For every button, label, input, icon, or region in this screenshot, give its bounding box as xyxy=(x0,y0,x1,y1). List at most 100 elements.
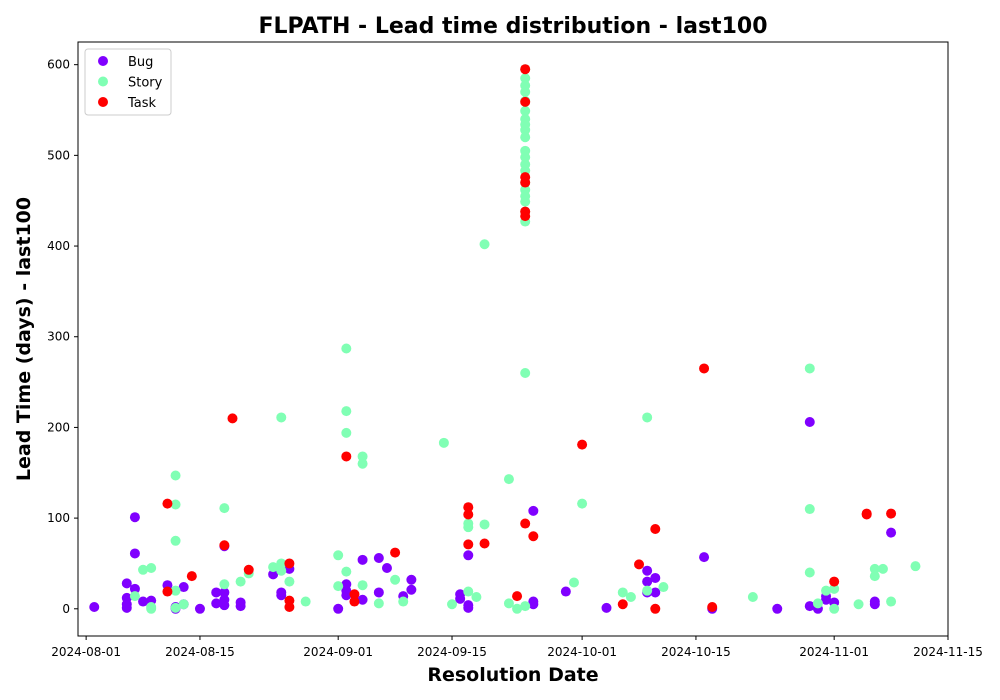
data-point-bug xyxy=(528,505,539,516)
data-point-bug xyxy=(211,598,222,609)
data-point-story xyxy=(170,602,181,613)
data-point-story xyxy=(276,412,287,423)
data-point-task xyxy=(886,508,897,519)
data-point-bug xyxy=(333,603,344,614)
data-point-bug xyxy=(699,552,710,563)
data-point-story xyxy=(438,437,449,448)
x-tick-label: 2024-08-01 xyxy=(51,645,121,659)
data-point-story xyxy=(471,592,482,602)
data-point-task xyxy=(463,502,474,513)
data-point-task xyxy=(341,451,352,462)
data-point-story xyxy=(341,406,352,417)
data-point-bug xyxy=(406,574,417,585)
x-tick-label: 2024-10-01 xyxy=(547,645,617,659)
data-point-story xyxy=(373,598,384,609)
data-point-story xyxy=(520,105,531,116)
legend-label-bug: Bug xyxy=(128,55,153,70)
data-point-story xyxy=(170,470,181,481)
data-point-story xyxy=(503,598,514,609)
data-point-bug xyxy=(268,569,279,580)
y-tick-label: 400 xyxy=(47,239,70,253)
data-point-task xyxy=(528,531,539,542)
data-point-task xyxy=(650,523,661,534)
data-point-bug xyxy=(357,554,368,565)
data-point-story xyxy=(512,603,523,614)
data-point-story xyxy=(886,596,897,607)
data-point-task xyxy=(162,498,173,509)
data-point-bug xyxy=(650,587,661,598)
data-point-bug xyxy=(821,594,832,605)
data-point-story xyxy=(341,343,352,354)
data-point-bug xyxy=(886,527,897,538)
data-point-bug xyxy=(406,584,417,595)
data-point-bug xyxy=(235,601,246,612)
data-point-bug xyxy=(642,565,653,576)
data-point-story xyxy=(821,585,832,596)
data-point-bug xyxy=(560,586,571,597)
data-point-bug xyxy=(455,593,466,604)
data-point-story xyxy=(333,550,344,561)
y-tick-label: 0 xyxy=(62,602,70,616)
data-point-bug xyxy=(138,596,149,607)
data-point-bug xyxy=(804,416,815,427)
data-point-bug xyxy=(129,583,140,594)
data-point-task xyxy=(512,591,523,602)
data-point-bug xyxy=(211,587,222,598)
data-point-story xyxy=(520,368,531,379)
data-point-bug xyxy=(772,603,783,614)
plot-area xyxy=(78,42,948,636)
data-point-story xyxy=(276,558,287,569)
data-point-task xyxy=(390,547,401,558)
data-point-story xyxy=(877,563,888,574)
data-point-bug xyxy=(194,603,205,614)
data-point-bug xyxy=(121,578,132,589)
data-point-story xyxy=(146,601,157,612)
data-point-story xyxy=(170,499,181,510)
data-point-story xyxy=(520,73,531,84)
data-point-bug xyxy=(219,594,230,605)
chart-title: FLPATH - Lead time distribution - last10… xyxy=(259,14,768,39)
data-point-story xyxy=(812,598,823,609)
data-point-story xyxy=(503,474,514,485)
data-point-story xyxy=(479,239,490,250)
data-point-bug xyxy=(869,599,880,610)
data-point-story xyxy=(357,458,368,469)
data-point-story xyxy=(138,564,149,575)
data-point-story xyxy=(520,196,531,207)
x-tick-label: 2024-09-15 xyxy=(417,645,487,659)
data-point-bug xyxy=(528,599,539,610)
data-point-story xyxy=(853,599,864,610)
data-point-story xyxy=(300,596,311,607)
data-point-story xyxy=(146,562,157,573)
y-tick-label: 100 xyxy=(47,511,70,525)
data-point-task xyxy=(479,538,490,549)
data-point-story xyxy=(804,363,815,374)
legend-marker-bug xyxy=(98,56,108,66)
plot-frame xyxy=(77,41,949,637)
data-point-story xyxy=(520,132,531,143)
data-point-story xyxy=(333,581,344,592)
data-point-story xyxy=(447,599,458,610)
data-point-task xyxy=(650,603,661,614)
data-point-story xyxy=(520,152,531,163)
data-point-task xyxy=(463,539,474,550)
data-point-task xyxy=(284,601,295,612)
data-point-story xyxy=(625,592,636,602)
y-tick-label: 300 xyxy=(47,330,70,344)
data-point-story xyxy=(398,596,409,607)
y-tick-label: 600 xyxy=(47,58,70,72)
data-point-bug xyxy=(219,587,230,598)
data-point-bug xyxy=(178,582,189,593)
data-point-task xyxy=(349,589,360,600)
data-point-story xyxy=(170,585,181,596)
data-point-task xyxy=(520,177,531,188)
axes: 2024-08-01 2024-08-15 2024-09-01 2024-09-15… xyxy=(47,41,983,659)
data-point-bug xyxy=(601,602,612,613)
data-point-story xyxy=(520,124,531,135)
data-point-story xyxy=(829,583,840,594)
data-point-story xyxy=(268,562,279,573)
data-point-story xyxy=(577,498,588,509)
legend-marker-task xyxy=(98,97,108,107)
data-point-task xyxy=(463,509,474,520)
x-axis-label: Resolution Date xyxy=(427,664,598,686)
